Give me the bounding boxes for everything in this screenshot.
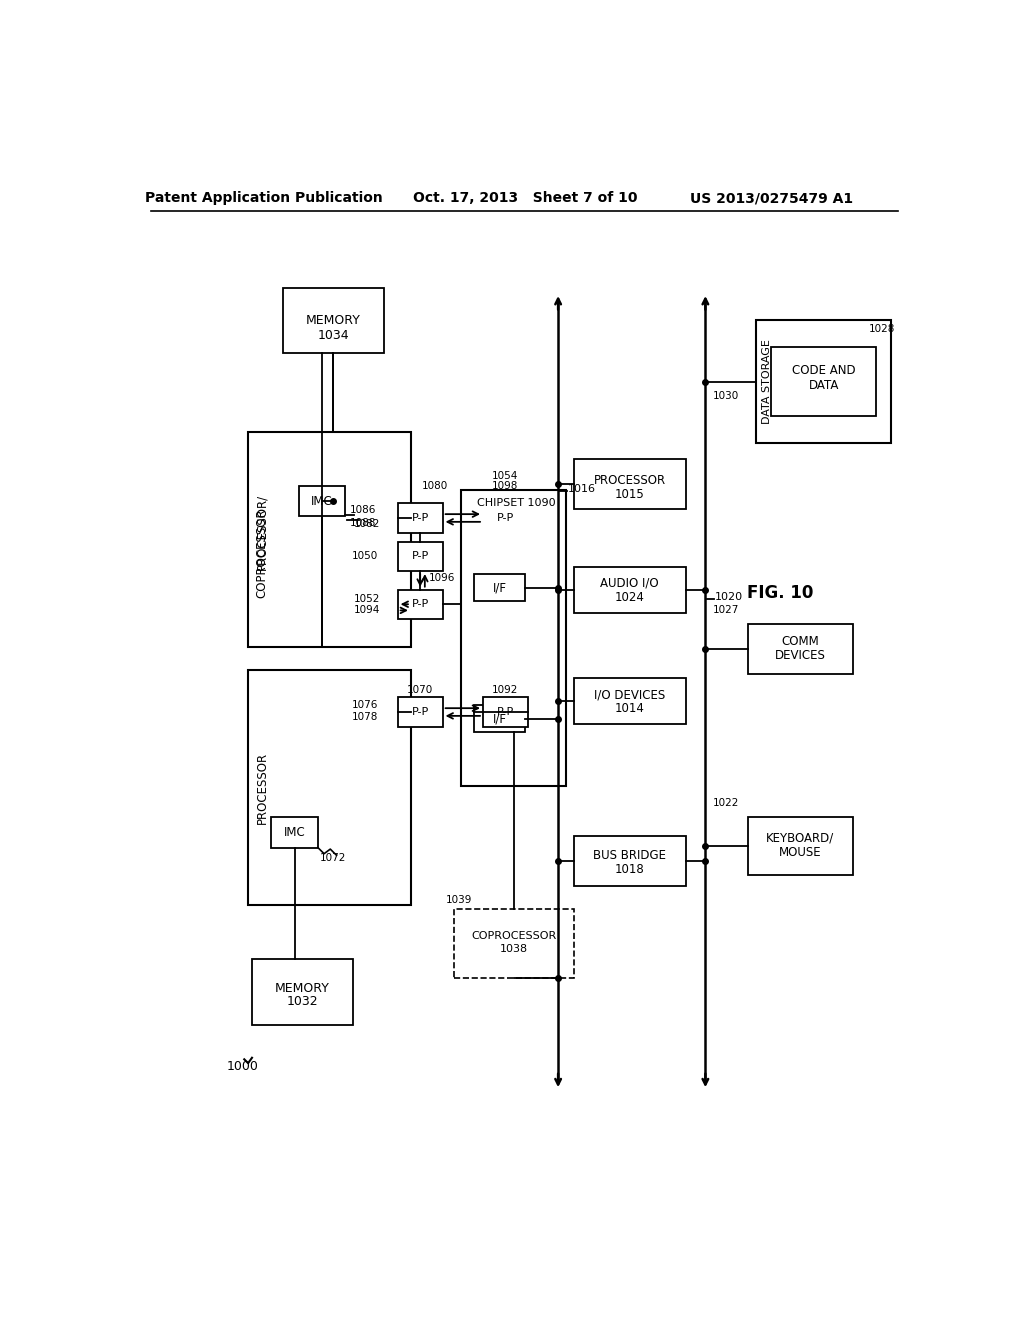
Text: P-P: P-P — [412, 708, 429, 717]
Text: DATA STORAGE: DATA STORAGE — [762, 339, 772, 424]
Text: BUS BRIDGE: BUS BRIDGE — [593, 849, 667, 862]
Text: COPROCESSOR: COPROCESSOR — [256, 508, 268, 598]
Text: 1016: 1016 — [567, 484, 595, 495]
Bar — [397, 697, 442, 726]
Bar — [748, 624, 853, 675]
Text: 1028: 1028 — [869, 325, 895, 334]
Bar — [748, 817, 853, 875]
Bar — [397, 543, 442, 572]
Text: CHIPSET 1090: CHIPSET 1090 — [477, 499, 555, 508]
Text: DATA: DATA — [808, 379, 839, 392]
Text: 1088: 1088 — [349, 519, 376, 528]
Text: AUDIO I/O: AUDIO I/O — [600, 577, 659, 590]
Text: P-P: P-P — [412, 513, 429, 523]
Text: 1030: 1030 — [713, 391, 739, 400]
Bar — [454, 909, 573, 978]
Text: PROCESSOR: PROCESSOR — [594, 474, 666, 487]
Text: 1078: 1078 — [352, 711, 378, 722]
Text: IMC: IMC — [311, 495, 333, 508]
Text: 1034: 1034 — [317, 329, 349, 342]
Text: 1027: 1027 — [713, 606, 739, 615]
Bar — [283, 288, 384, 354]
Bar — [252, 960, 352, 1024]
Bar — [299, 486, 345, 516]
Text: CODE AND: CODE AND — [792, 363, 855, 376]
Bar — [474, 705, 524, 733]
Text: 1072: 1072 — [319, 853, 346, 862]
Bar — [461, 490, 566, 785]
Text: 1038: 1038 — [500, 944, 527, 954]
Text: PROCESSOR/: PROCESSOR/ — [256, 494, 268, 570]
Bar — [248, 432, 411, 647]
Text: 1098: 1098 — [493, 482, 518, 491]
Text: 1018: 1018 — [615, 862, 645, 875]
Text: 1022: 1022 — [713, 797, 739, 808]
Text: 1092: 1092 — [493, 685, 518, 694]
Text: 1039: 1039 — [445, 895, 472, 906]
Bar — [483, 697, 528, 726]
Text: 1082: 1082 — [354, 519, 381, 529]
Text: PROCESSOR: PROCESSOR — [256, 752, 268, 824]
Text: 1086: 1086 — [349, 504, 376, 515]
Text: IMC: IMC — [284, 825, 305, 838]
Text: KEYBOARD/: KEYBOARD/ — [766, 832, 835, 845]
Text: Patent Application Publication: Patent Application Publication — [144, 191, 383, 206]
Bar — [756, 321, 891, 444]
Text: FIG. 10: FIG. 10 — [748, 585, 814, 602]
Bar — [573, 459, 686, 508]
Text: P-P: P-P — [497, 708, 514, 717]
Text: 1024: 1024 — [614, 591, 645, 603]
Bar — [397, 590, 442, 619]
Text: US 2013/0275479 A1: US 2013/0275479 A1 — [690, 191, 853, 206]
Bar — [474, 574, 524, 601]
Text: 1070: 1070 — [408, 685, 433, 694]
Text: P-P: P-P — [412, 552, 429, 561]
Text: 1015: 1015 — [615, 487, 645, 500]
Text: MEMORY: MEMORY — [306, 314, 360, 326]
Text: 1052: 1052 — [354, 594, 381, 603]
Text: 1000: 1000 — [226, 1060, 259, 1073]
Text: 1020: 1020 — [715, 593, 742, 602]
Bar — [271, 817, 317, 847]
Text: I/F: I/F — [493, 711, 507, 725]
Text: 1076: 1076 — [352, 700, 378, 710]
Bar — [573, 678, 686, 725]
Text: 1032: 1032 — [287, 995, 318, 1008]
Bar — [771, 347, 876, 416]
Text: I/O DEVICES: I/O DEVICES — [594, 689, 666, 702]
Text: 1094: 1094 — [354, 605, 381, 615]
Text: MOUSE: MOUSE — [779, 846, 821, 859]
Bar — [397, 503, 442, 533]
Text: 1050: 1050 — [352, 552, 378, 561]
Text: 1080: 1080 — [422, 482, 447, 491]
Text: P-P: P-P — [497, 513, 514, 523]
Text: I/F: I/F — [493, 581, 507, 594]
Text: MEMORY: MEMORY — [274, 982, 330, 995]
Bar — [483, 503, 528, 533]
Bar — [248, 671, 411, 906]
Text: 1096: 1096 — [429, 573, 455, 583]
Bar — [573, 836, 686, 886]
Text: DEVICES: DEVICES — [775, 648, 825, 661]
Text: COPROCESSOR: COPROCESSOR — [471, 931, 556, 941]
Text: COMM: COMM — [781, 635, 819, 648]
Text: 1054: 1054 — [493, 471, 518, 482]
Bar — [573, 566, 686, 612]
Text: Oct. 17, 2013   Sheet 7 of 10: Oct. 17, 2013 Sheet 7 of 10 — [413, 191, 637, 206]
Text: 1014: 1014 — [614, 702, 645, 715]
Text: P-P: P-P — [412, 599, 429, 610]
